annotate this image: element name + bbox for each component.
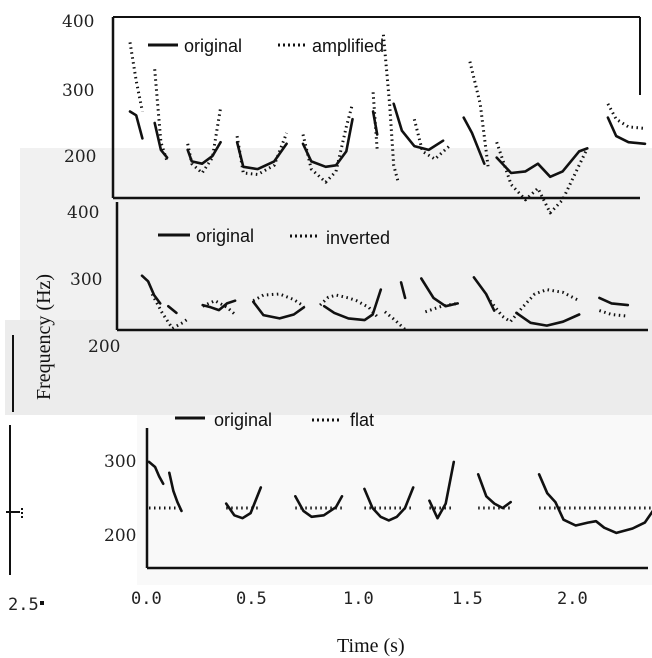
series-line-original — [606, 116, 647, 146]
x-tick-label: 1.0 — [343, 589, 374, 609]
series-line-original — [476, 473, 512, 510]
series-line-original — [392, 102, 445, 152]
series-line-amplified — [381, 34, 400, 181]
y-tick-label: 200 — [88, 337, 120, 357]
series-line-original — [322, 288, 383, 322]
plot-frame-bottom — [145, 428, 648, 570]
series-group-top — [128, 34, 647, 215]
plot-panel-middle: 400 300 200 original inverted — [67, 202, 648, 357]
y-tick-label: 300 — [70, 270, 102, 290]
legend-label: inverted — [326, 228, 390, 248]
series-line-original — [224, 486, 263, 520]
series-line-original — [167, 304, 178, 315]
series-line-original — [140, 274, 162, 305]
series-line-inverted — [202, 299, 237, 316]
series-line-original — [428, 460, 456, 520]
plot-frame-middle — [115, 202, 648, 332]
series-line-original — [420, 277, 459, 308]
legend-bottom: original flat — [175, 410, 374, 430]
y-tick-label: 400 — [67, 203, 99, 223]
series-line-original — [252, 300, 306, 320]
legend-middle: original inverted — [158, 226, 390, 248]
series-line-inverted — [424, 301, 458, 314]
x-tick-label: 0.5 — [236, 589, 267, 609]
series-line-amplified — [412, 118, 451, 161]
series-group-middle — [140, 274, 630, 331]
legend-label: original — [214, 410, 272, 430]
series-line-original — [462, 116, 486, 165]
series-line-original — [186, 140, 222, 165]
scan-artifact-dot — [40, 601, 44, 605]
series-line-original — [201, 299, 237, 312]
y-tick-label: 200 — [104, 526, 136, 546]
legend-top: original amplified — [148, 36, 384, 56]
y-tick-label: 200 — [64, 147, 96, 167]
legend-label: flat — [350, 410, 374, 430]
series-line-original — [537, 473, 652, 535]
series-group-bottom — [147, 460, 652, 535]
scan-band-middle — [20, 148, 652, 330]
legend-label: amplified — [312, 36, 384, 56]
series-line-inverted — [488, 288, 580, 324]
x-axis-title: Time (s) — [337, 635, 405, 657]
series-line-amplified — [606, 103, 646, 130]
y-tick-label: 300 — [104, 452, 136, 472]
scan-band-bottom — [137, 415, 652, 585]
series-line-original — [472, 276, 496, 312]
legend-label: original — [196, 226, 254, 246]
y-axis-title: Frequency (Hz) — [33, 274, 55, 400]
series-line-original — [294, 495, 344, 519]
series-line-original — [128, 110, 144, 140]
x-tick-label: 0.0 — [131, 589, 162, 609]
series-line-original — [495, 147, 589, 179]
y-tick-label: 400 — [62, 12, 94, 32]
x-tick-label: 2.0 — [557, 589, 588, 609]
series-line-amplified — [495, 141, 589, 215]
series-line-inverted — [319, 293, 378, 318]
series-line-original — [301, 117, 354, 169]
plot-frame-top — [111, 16, 641, 200]
x-tick-label-fragment: 2.5 — [8, 595, 39, 615]
scan-band-lower — [5, 320, 652, 415]
x-tick-label: 1.5 — [452, 589, 483, 609]
plot-panel-top: 400 300 200 original amplified — [62, 12, 647, 215]
plot-panel-bottom: 300 200 0.0 0.5 1.0 1.5 2.0 original fla… — [104, 410, 652, 609]
legend-label: original — [184, 36, 242, 56]
series-line-original — [515, 311, 581, 327]
series-line-original — [598, 296, 630, 307]
y-tick-label: 300 — [62, 81, 94, 101]
series-line-original — [147, 460, 165, 486]
scan-artifacts: 2.5 — [6, 335, 44, 615]
series-line-amplified — [128, 42, 144, 112]
series-line-original — [153, 121, 169, 159]
series-line-original — [399, 281, 407, 300]
